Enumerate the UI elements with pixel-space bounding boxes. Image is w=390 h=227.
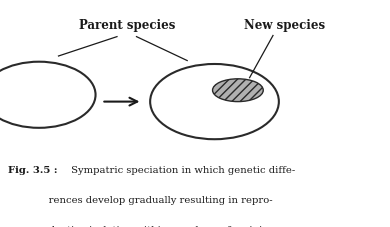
Text: Parent species: Parent species: [78, 19, 175, 32]
Text: ductive isolation within members of an ini-: ductive isolation within members of an i…: [8, 225, 266, 227]
Circle shape: [150, 65, 279, 140]
Text: New species: New species: [244, 19, 325, 32]
Text: Fig. 3.5 :: Fig. 3.5 :: [8, 166, 57, 175]
Ellipse shape: [213, 79, 263, 102]
Circle shape: [0, 62, 96, 128]
Text: Sympatric speciation in which genetic diffe-: Sympatric speciation in which genetic di…: [68, 166, 296, 175]
Text: rences develop gradually resulting in repro-: rences develop gradually resulting in re…: [8, 195, 273, 204]
